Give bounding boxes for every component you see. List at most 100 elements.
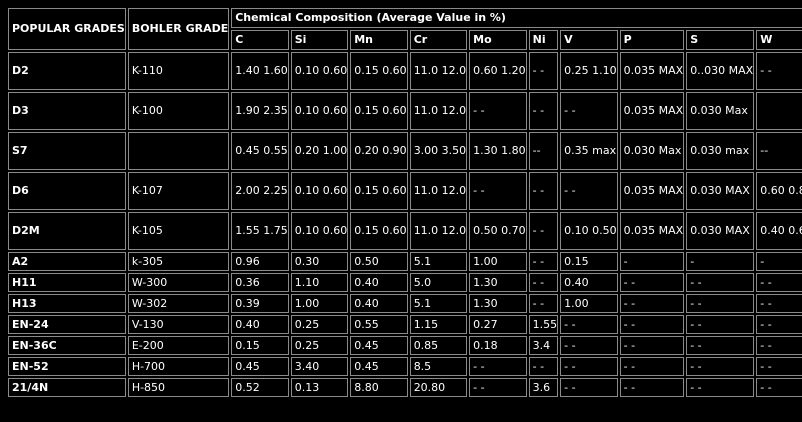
value-cell-v: - - bbox=[560, 172, 618, 210]
header-element-mo: Mo bbox=[469, 30, 527, 50]
header-element-si: Si bbox=[290, 30, 349, 50]
value-cell-mo: 0.18 bbox=[469, 336, 527, 355]
value-cell-mn: 0.15 0.60 bbox=[350, 92, 408, 130]
value-cell-mn: 0.15 0.60 bbox=[350, 52, 408, 90]
value-cell-w: - - bbox=[756, 52, 802, 90]
value-cell-p: 0.035 MAX bbox=[619, 172, 685, 210]
value-cell-mo: - - bbox=[469, 357, 527, 376]
value-cell-cr: 3.00 3.50 bbox=[409, 132, 468, 170]
value-cell-ni: -- bbox=[528, 132, 559, 170]
bohler-grade-cell: k-305 bbox=[127, 252, 230, 271]
value-cell-w: - bbox=[756, 252, 802, 271]
value-cell-p: - - bbox=[619, 378, 685, 397]
value-cell-mn: 0.50 bbox=[350, 252, 408, 271]
value-cell-mo: 0.27 bbox=[469, 315, 527, 334]
value-cell-ni: - - bbox=[528, 172, 559, 210]
popular-grade-cell: H13 bbox=[8, 294, 126, 313]
value-cell-w: - - bbox=[756, 336, 802, 355]
value-cell-mo: 0.50 0.70 bbox=[469, 212, 527, 250]
bohler-grade-cell: K-110 bbox=[127, 52, 230, 90]
value-cell-c: 0.96 bbox=[231, 252, 289, 271]
value-cell-v: 0.35 max bbox=[560, 132, 618, 170]
value-cell-c: 0.36 bbox=[231, 273, 289, 292]
value-cell-v: - - bbox=[560, 336, 618, 355]
header-bohler-grade: BOHLER GRADE bbox=[127, 8, 230, 50]
value-cell-si: 0.30 bbox=[290, 252, 349, 271]
value-cell-ni: 3.4 bbox=[528, 336, 559, 355]
popular-grade-cell: EN-36C bbox=[8, 336, 126, 355]
value-cell-v: - - bbox=[560, 315, 618, 334]
bohler-grade-cell: H-850 bbox=[127, 378, 230, 397]
value-cell-c: 1.55 1.75 bbox=[231, 212, 289, 250]
value-cell-mn: 0.55 bbox=[350, 315, 408, 334]
table-row: H13 W-302 0.39 1.00 0.40 5.1 1.30- -1.00- -- -… bbox=[8, 294, 802, 313]
value-cell-v: 0.10 0.50 bbox=[560, 212, 618, 250]
popular-grade-cell: H11 bbox=[8, 273, 126, 292]
table-row: H11 W-300 0.36 1.10 0.40 5.0 1.30- -0.40- -- -… bbox=[8, 273, 802, 292]
value-cell-s: 0.030 Max bbox=[686, 92, 755, 130]
value-cell-mo: - - bbox=[469, 378, 527, 397]
bohler-grade-cell: V-130 bbox=[127, 315, 230, 334]
header-element-p: P bbox=[619, 30, 685, 50]
value-cell-v: 0.40 bbox=[560, 273, 618, 292]
value-cell-mo: 1.00 bbox=[469, 252, 527, 271]
value-cell-v: - - bbox=[560, 378, 618, 397]
bohler-grade-cell: K-107 bbox=[127, 172, 230, 210]
value-cell-p: 0.035 MAX bbox=[619, 212, 685, 250]
header-element-cr: Cr bbox=[409, 30, 468, 50]
bohler-grade-cell bbox=[127, 132, 230, 170]
value-cell-cr: 5.0 bbox=[409, 273, 468, 292]
header-element-s: S bbox=[686, 30, 755, 50]
table-row: EN-52 H-700 0.45 3.40 0.45 8.5- -- -- -- -- -… bbox=[8, 357, 802, 376]
value-cell-v: 1.00 bbox=[560, 294, 618, 313]
value-cell-mo: - - bbox=[469, 92, 527, 130]
value-cell-s: 0.030 max bbox=[686, 132, 755, 170]
value-cell-v: 0.15 bbox=[560, 252, 618, 271]
value-cell-s: - - bbox=[686, 273, 755, 292]
header-element-mn: Mn bbox=[350, 30, 408, 50]
value-cell-c: 0.15 bbox=[231, 336, 289, 355]
value-cell-si: 0.10 0.60 bbox=[290, 212, 349, 250]
value-cell-c: 0.45 0.55 bbox=[231, 132, 289, 170]
value-cell-si: 1.10 bbox=[290, 273, 349, 292]
value-cell-s: - - bbox=[686, 336, 755, 355]
value-cell-v: 0.25 1.10 bbox=[560, 52, 618, 90]
value-cell-cr: 0.85 bbox=[409, 336, 468, 355]
value-cell-mn: 0.40 bbox=[350, 294, 408, 313]
value-cell-cr: 8.5 bbox=[409, 357, 468, 376]
popular-grade-cell: EN-52 bbox=[8, 357, 126, 376]
value-cell-ni: 1.55 bbox=[528, 315, 559, 334]
value-cell-p: - - bbox=[619, 336, 685, 355]
bohler-grade-cell: E-200 bbox=[127, 336, 230, 355]
value-cell-p: - bbox=[619, 252, 685, 271]
value-cell-si: 1.00 bbox=[290, 294, 349, 313]
value-cell-p: - - bbox=[619, 357, 685, 376]
value-cell-s: 0.030 MAX bbox=[686, 212, 755, 250]
header-element-ni: Ni bbox=[528, 30, 559, 50]
bohler-grade-cell: W-300 bbox=[127, 273, 230, 292]
composition-table: POPULAR GRADES BOHLER GRADE Chemical Com… bbox=[6, 6, 802, 399]
value-cell-c: 0.45 bbox=[231, 357, 289, 376]
value-cell-c: 0.52 bbox=[231, 378, 289, 397]
value-cell-ni: - - bbox=[528, 212, 559, 250]
value-cell-p: 0.030 Max bbox=[619, 132, 685, 170]
value-cell-cr: 11.0 12.0 bbox=[409, 212, 468, 250]
table-row: EN-24 V-130 0.40 0.25 0.55 1.15 0.27 1.55- -- -… bbox=[8, 315, 802, 334]
element-header-row: C Si Mn Cr Mo Ni V P S W bbox=[8, 30, 802, 50]
value-cell-mo: 1.30 bbox=[469, 273, 527, 292]
popular-grade-cell: 21/4N bbox=[8, 378, 126, 397]
value-cell-cr: 11.0 12.0 bbox=[409, 52, 468, 90]
value-cell-w: 0.60 0.80 bbox=[756, 172, 802, 210]
value-cell-ni: - - bbox=[528, 52, 559, 90]
value-cell-ni: - - bbox=[528, 357, 559, 376]
value-cell-mo: - - bbox=[469, 172, 527, 210]
value-cell-p: - - bbox=[619, 315, 685, 334]
value-cell-cr: 11.0 12.0 bbox=[409, 92, 468, 130]
value-cell-w: - - bbox=[756, 378, 802, 397]
value-cell-s: - - bbox=[686, 294, 755, 313]
value-cell-si: 0.10 0.60 bbox=[290, 52, 349, 90]
header-chemical-composition: Chemical Composition (Average Value in %… bbox=[231, 8, 802, 28]
value-cell-p: - - bbox=[619, 294, 685, 313]
value-cell-ni: 3.6 bbox=[528, 378, 559, 397]
header-element-c: C bbox=[231, 30, 289, 50]
